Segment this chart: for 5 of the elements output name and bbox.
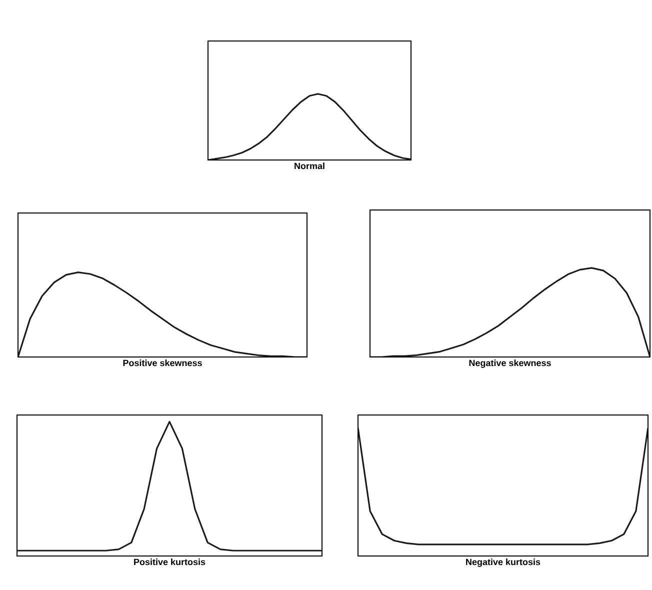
text: Negative kurtosis: [466, 558, 540, 567]
text: Normal: [294, 162, 324, 170]
text: Positive kurtosis: [134, 558, 206, 566]
text: Negative skewness: [469, 360, 551, 368]
text: Positive skewness: [123, 360, 202, 366]
